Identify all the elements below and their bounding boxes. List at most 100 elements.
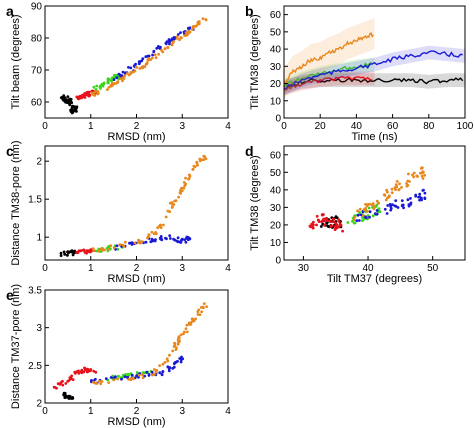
data-point-black — [334, 215, 338, 219]
data-point-orange — [420, 174, 424, 178]
data-point-red — [66, 379, 70, 383]
data-point-blue — [167, 369, 171, 373]
data-point-red — [341, 229, 344, 233]
data-point-blue — [149, 240, 153, 244]
data-point-red — [76, 97, 80, 100]
data-point-orange — [179, 192, 183, 195]
data-point-orange — [100, 380, 104, 383]
data-point-blue — [178, 357, 182, 360]
data-point-blue — [409, 201, 413, 205]
x-tick-label: 1 — [88, 121, 94, 132]
data-point-black — [63, 252, 67, 256]
data-point-red — [329, 220, 332, 224]
data-point-orange — [107, 381, 111, 384]
data-point-red — [330, 224, 333, 228]
data-point-orange — [187, 177, 191, 180]
data-point-orange — [138, 67, 142, 70]
data-point-black — [62, 94, 66, 97]
data-point-blue — [167, 367, 171, 370]
data-point-orange — [191, 167, 195, 171]
data-point-red — [308, 224, 312, 228]
data-point-blue — [141, 57, 145, 61]
data-point-blue — [115, 244, 119, 248]
data-point-orange — [150, 230, 154, 234]
data-point-orange — [182, 332, 185, 336]
x-tick-label: 30 — [298, 263, 310, 274]
data-point-blue — [389, 208, 393, 212]
data-point-blue — [368, 215, 371, 219]
data-point-black — [68, 102, 71, 106]
data-point-orange — [202, 302, 206, 305]
data-point-green — [110, 79, 113, 82]
data-point-orange — [386, 190, 389, 194]
data-point-blue — [159, 236, 163, 240]
data-point-orange — [171, 203, 175, 207]
data-point-orange — [173, 199, 177, 203]
data-point-green — [106, 81, 110, 85]
data-point-orange — [116, 377, 119, 381]
y-tick-label: 2 — [36, 157, 42, 168]
data-point-red — [77, 371, 81, 375]
plot-area-d — [308, 166, 427, 233]
data-point-orange — [395, 180, 399, 183]
data-point-orange — [109, 244, 113, 248]
data-point-blue — [176, 236, 180, 240]
data-point-red — [77, 369, 80, 373]
data-point-orange — [185, 330, 189, 334]
data-point-orange — [177, 335, 181, 339]
data-point-orange — [162, 223, 165, 227]
data-point-orange — [416, 175, 419, 178]
data-point-blue — [375, 209, 379, 212]
x-tick-label: 80 — [423, 121, 435, 132]
y-tick-label: 10 — [270, 96, 282, 107]
data-point-orange — [133, 69, 137, 73]
data-point-red — [316, 218, 320, 222]
x-tick-label: 4 — [225, 406, 231, 417]
data-point-red — [310, 222, 314, 226]
data-point-blue — [383, 207, 387, 211]
data-point-orange — [191, 25, 195, 28]
data-point-orange — [107, 247, 110, 251]
data-point-orange — [422, 171, 425, 174]
data-point-orange — [177, 195, 181, 199]
data-point-blue — [169, 237, 172, 240]
data-point-orange — [113, 246, 116, 250]
data-point-orange — [121, 243, 125, 247]
data-point-blue — [393, 204, 397, 208]
data-point-orange — [153, 53, 157, 57]
panel-letter: a — [6, 3, 14, 19]
data-point-orange — [390, 187, 394, 191]
data-point-orange — [133, 241, 137, 245]
data-point-orange — [191, 28, 194, 31]
data-point-red — [81, 93, 84, 97]
panel-letter: c — [6, 143, 14, 159]
data-point-orange — [398, 182, 401, 186]
data-point-orange — [408, 180, 411, 183]
data-point-black — [59, 251, 63, 255]
data-point-red — [311, 226, 315, 230]
data-point-blue — [104, 377, 108, 380]
data-point-blue — [176, 240, 180, 244]
data-point-orange — [166, 359, 170, 363]
data-point-green — [94, 249, 98, 253]
x-tick-label: 40 — [362, 263, 374, 274]
data-point-blue — [123, 375, 127, 379]
data-point-orange — [179, 189, 183, 193]
data-point-black — [74, 109, 78, 112]
data-point-red — [339, 224, 343, 227]
data-point-orange — [161, 362, 165, 366]
data-point-red — [332, 220, 335, 224]
data-point-orange — [157, 52, 161, 56]
data-point-red — [323, 224, 327, 227]
data-point-orange — [143, 65, 147, 69]
data-point-orange — [113, 82, 116, 85]
data-point-orange — [171, 41, 175, 44]
data-point-orange — [151, 56, 154, 60]
data-point-orange — [407, 172, 410, 176]
data-point-blue — [159, 45, 162, 49]
data-point-orange — [178, 38, 181, 42]
data-point-blue — [172, 36, 176, 39]
data-point-orange — [158, 364, 162, 367]
data-point-orange — [361, 214, 365, 217]
data-point-orange — [145, 62, 149, 66]
